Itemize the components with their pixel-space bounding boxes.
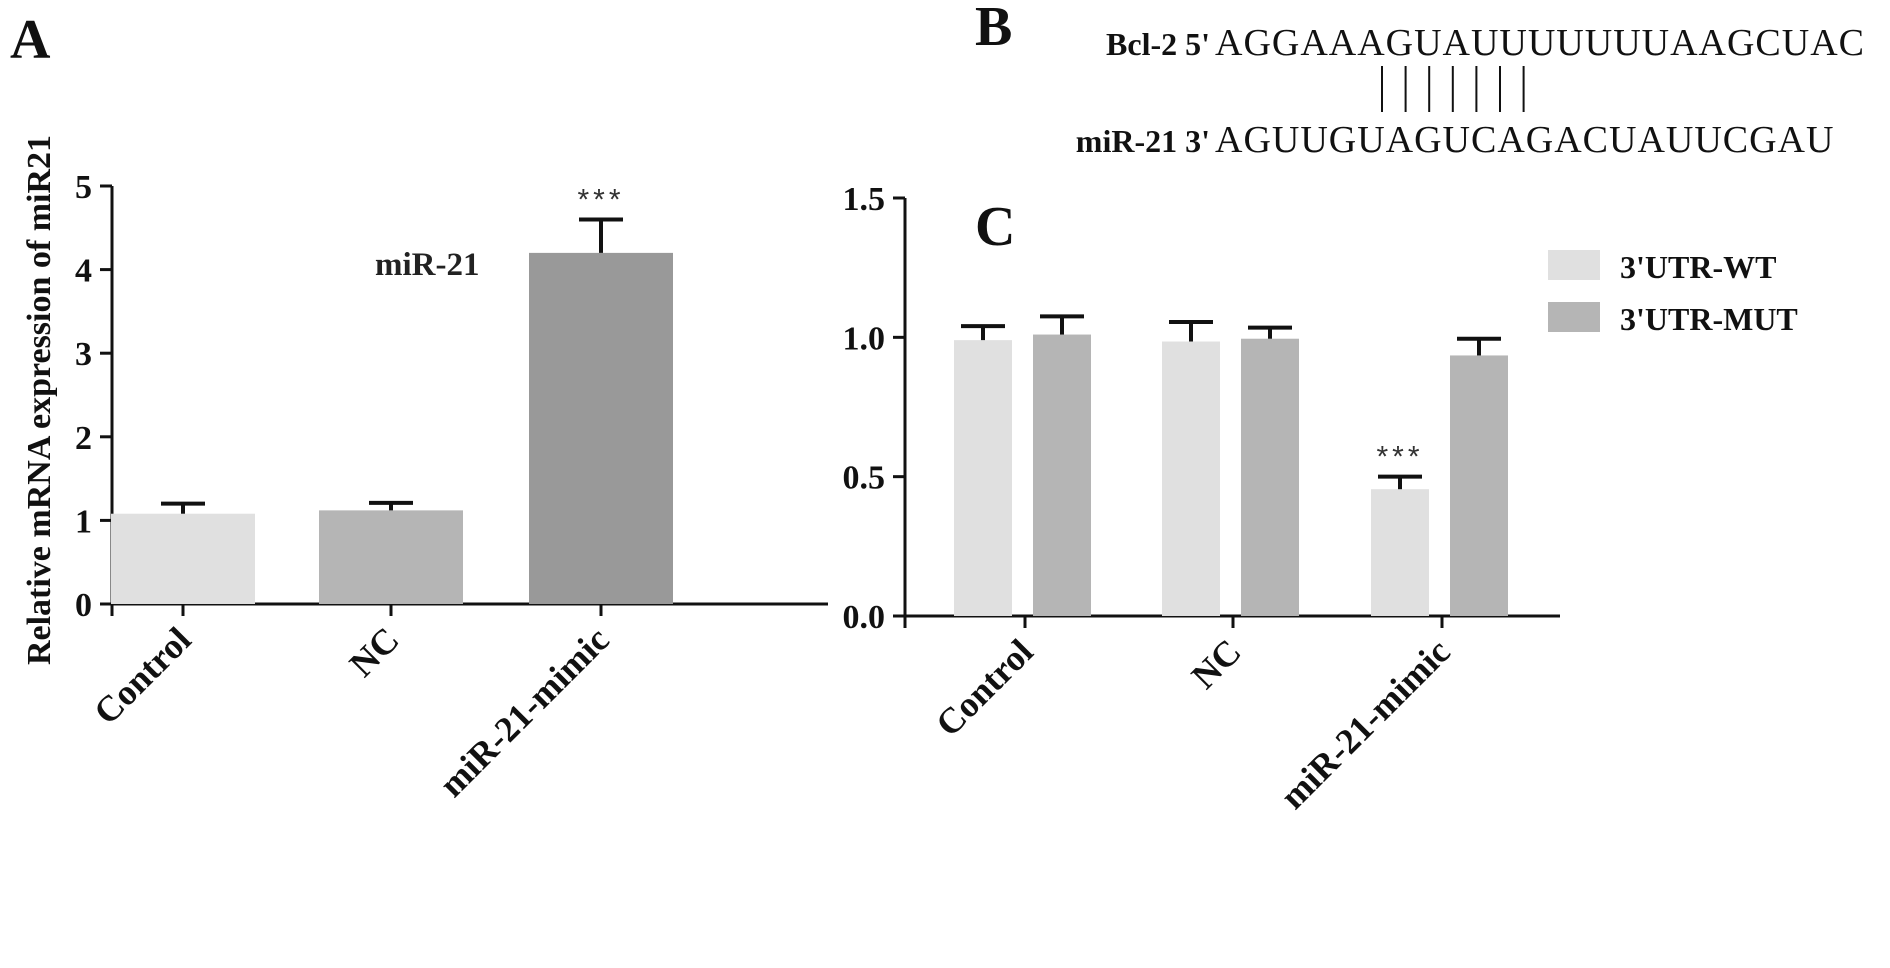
chart-c-x-tick-label: Control [928, 631, 1041, 744]
chart-c-bar-wt [1162, 341, 1220, 616]
chart-c: luc/R-Luc 3'UTR-WT 3'UTR-MUT 0.00.51.01.… [843, 181, 1798, 817]
bcl2-label: Bcl-2 5' [1106, 26, 1210, 62]
chart-a-bar [111, 513, 255, 604]
chart-c-bar-wt-significance: *** [1376, 441, 1423, 474]
panel-a-letter: A [10, 9, 51, 71]
chart-a-x-tick-label: Control [86, 619, 199, 732]
chart-a-bar [319, 510, 463, 604]
chart-a-y-tick-label: 2 [75, 420, 92, 457]
chart-a-x-tick-label: miR-21-mimic [431, 619, 616, 804]
chart-c-bar-mut [1033, 334, 1091, 616]
mir21-label: miR-21 3' [1076, 123, 1210, 159]
chart-a-y-tick-label: 4 [75, 253, 92, 290]
chart-a-y-tick-label: 0 [75, 587, 92, 624]
panel-c-letter: C [975, 196, 1015, 258]
chart-c-x-tick-label: NC [1184, 631, 1249, 696]
chart-c-bar-wt [1371, 489, 1429, 616]
chart-c-bar-mut [1450, 355, 1508, 616]
panel-b-letter: B [975, 0, 1012, 58]
legend-label-wt: 3'UTR-WT [1620, 249, 1776, 285]
mir21-sequence: AGUUGUAGUCAGACUAUUCGAU [1215, 119, 1834, 161]
legend-label-mut: 3'UTR-MUT [1620, 301, 1798, 337]
bcl2-sequence: AGGAAAGUAUUUUUUUAAGCUAC [1215, 22, 1865, 64]
chart-a-bar [529, 252, 673, 604]
chart-c-y-tick-label: 1.0 [843, 320, 886, 357]
chart-a-y-tick-label: 5 [75, 169, 92, 206]
chart-a-y-tick-label: 1 [75, 503, 92, 540]
chart-c-bar-wt [954, 340, 1012, 616]
chart-a-bar-significance: *** [577, 183, 624, 216]
chart-a-annotation: miR-21 [375, 247, 479, 283]
chart-a-y-tick-label: 3 [75, 336, 92, 373]
chart-a: Relative mRNA expression of miR21 miR-21… [21, 135, 828, 805]
chart-c-y-tick-label: 0.5 [843, 460, 886, 497]
chart-c-legend: 3'UTR-WT 3'UTR-MUT [1548, 249, 1798, 337]
chart-c-y-tick-label: 0.0 [843, 599, 886, 636]
legend-swatch-wt [1548, 250, 1600, 280]
panel-b-sequence-alignment: Bcl-2 5' AGGAAAGUAUUUUUUUAAGCUAC miR-21 … [1076, 22, 1865, 161]
chart-c-y-tick-label: 1.5 [843, 181, 886, 218]
legend-swatch-mut [1548, 302, 1600, 332]
base-pairing-lines [1381, 66, 1525, 112]
chart-a-ylabel: Relative mRNA expression of miR21 [21, 135, 58, 665]
chart-c-x-tick-label: miR-21-mimic [1272, 631, 1457, 816]
chart-a-x-tick-label: NC [342, 619, 407, 684]
chart-c-bar-mut [1241, 338, 1299, 616]
